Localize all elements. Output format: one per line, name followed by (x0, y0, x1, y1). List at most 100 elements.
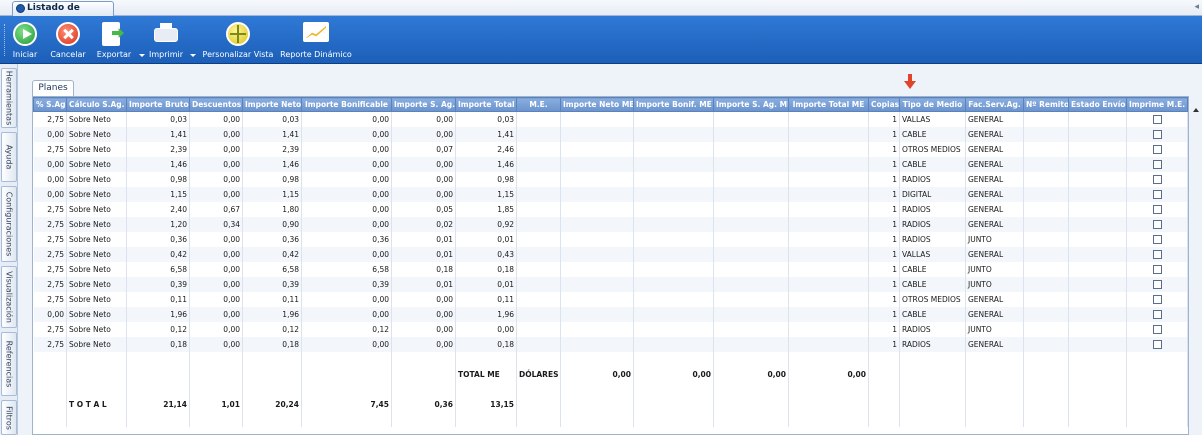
imprime-me-checkbox[interactable] (1152, 159, 1162, 169)
toolbar-grip[interactable] (4, 24, 7, 56)
table-cell: 0,90 (242, 216, 302, 232)
table-cell (516, 276, 561, 292)
table-row[interactable]: 2,75 Sobre Neto 0,12 0,00 0,12 0,12 0,00 0,00 1 R… (33, 321, 1188, 337)
column-header[interactable]: Importe Total (455, 97, 517, 112)
table-row[interactable]: 2,75 Sobre Neto 1,20 0,34 0,90 0,00 0,02 0,92 1 R… (33, 216, 1188, 232)
table-cell (1068, 396, 1127, 412)
side-tab-ayuda[interactable]: Ayuda (1, 132, 17, 182)
side-tab-referencias[interactable]: Referencias (1, 332, 17, 396)
tab-planes[interactable]: Planes (32, 80, 74, 96)
column-header[interactable]: Importe Total ME (788, 97, 869, 112)
table-cell: 2,75 (33, 141, 67, 157)
imprime-me-checkbox[interactable] (1152, 189, 1162, 199)
table-row[interactable]: 2,75 Sobre Neto 0,18 0,00 0,18 0,00 0,00 0,18 1 R… (33, 336, 1188, 352)
side-tab-herramientas[interactable]: Herramientas (1, 68, 17, 128)
scroll-up-icon[interactable] (1193, 108, 1199, 112)
table-row[interactable]: 2,75 Sobre Neto 0,11 0,00 0,11 0,00 0,00 0,11 1 O… (33, 291, 1188, 307)
table-row[interactable]: 2,75 Sobre Neto 0,39 0,00 0,39 0,39 0,01 0,01 1 C… (33, 276, 1188, 292)
table-cell (1023, 186, 1069, 202)
cancelar-button[interactable]: Cancelar (48, 18, 88, 62)
column-header[interactable]: M.E. (516, 97, 561, 112)
vertical-scrollbar[interactable] (1190, 96, 1202, 435)
column-header[interactable]: % S.Ag. (33, 97, 67, 112)
table-row[interactable]: 2,75 Sobre Neto 2,40 0,67 1,80 0,00 0,05 1,85 1 R… (33, 201, 1188, 217)
table-cell: 2,40 (126, 201, 190, 217)
table-row[interactable]: 2,75 Sobre Neto 2,39 0,00 2,39 0,00 0,07 2,46 1 O… (33, 141, 1188, 157)
column-header[interactable]: Importe Bonif. ME (633, 97, 714, 112)
table-row[interactable]: 0,00 Sobre Neto 0,98 0,00 0,98 0,00 0,00 0,98 1 R… (33, 171, 1188, 187)
table-cell: Sobre Neto (66, 126, 127, 142)
column-header[interactable]: Tipo de Medio (899, 97, 966, 112)
exportar-button[interactable]: Exportar (94, 18, 134, 62)
imprime-me-checkbox[interactable] (1152, 294, 1162, 304)
imprime-me-checkbox[interactable] (1152, 115, 1162, 124)
imprime-me-checkbox[interactable] (1152, 144, 1162, 154)
grid-body: 2,75 Sobre Neto 0,03 0,00 0,03 0,00 0,00 0,03 1 V… (33, 111, 1188, 427)
imprime-me-checkbox[interactable] (1152, 204, 1162, 214)
column-header[interactable]: Importe Bruto (126, 97, 190, 112)
imprime-me-checkbox[interactable] (1152, 129, 1162, 139)
column-header[interactable]: Nº Remito (1023, 97, 1069, 112)
imprime-me-checkbox[interactable] (1152, 174, 1162, 184)
imprimir-button[interactable]: Imprimir (146, 18, 186, 62)
imprime-me-checkbox[interactable] (1152, 279, 1162, 289)
imprime-me-cell (1126, 336, 1188, 352)
column-header[interactable]: Imprime M.E. (1126, 97, 1188, 112)
table-cell (1023, 111, 1069, 127)
table-row[interactable]: 0,00 Sobre Neto 1,15 0,00 1,15 0,00 0,00 1,15 1 D… (33, 186, 1188, 202)
column-header[interactable]: Importe S. Ag. ME (713, 97, 789, 112)
column-header[interactable]: Fac.Serv.Ag. (965, 97, 1024, 112)
side-tab-configuraciones[interactable]: Configuraciones (1, 186, 17, 262)
imprime-me-checkbox[interactable] (1152, 339, 1162, 349)
table-cell (516, 291, 561, 307)
table-cell (560, 216, 634, 232)
imprime-me-checkbox[interactable] (1152, 324, 1162, 334)
column-header[interactable]: Copias (868, 97, 900, 112)
personalizar-vista-button[interactable]: Personalizar Vista (198, 18, 278, 62)
table-cell (33, 396, 67, 412)
table-cell: JUNTO (965, 261, 1024, 277)
column-header[interactable]: Cálculo S.Ag. (66, 97, 127, 112)
exportar-dropdown-icon[interactable] (139, 54, 145, 57)
column-header[interactable]: Descuentos (189, 97, 243, 112)
table-cell: 0,18 (126, 336, 190, 352)
table-cell (713, 276, 789, 292)
reporte-dinamico-button[interactable]: Reporte Dinámico (280, 18, 352, 62)
imprime-me-checkbox[interactable] (1152, 249, 1162, 259)
column-header[interactable]: Importe Neto ME (560, 97, 634, 112)
total-label: T O T A L (66, 396, 127, 412)
imprime-me-checkbox[interactable] (1152, 309, 1162, 319)
side-tab-visualizacion[interactable]: Visualización (1, 266, 17, 328)
iniciar-button[interactable]: Iniciar (10, 18, 40, 62)
table-cell (1126, 351, 1188, 367)
imprime-me-cell (1126, 126, 1188, 142)
imprime-me-checkbox[interactable] (1152, 264, 1162, 274)
imprimir-dropdown-icon[interactable] (190, 54, 196, 57)
column-header[interactable]: Importe Bonificable (301, 97, 392, 112)
imprime-me-checkbox[interactable] (1152, 234, 1162, 244)
table-row[interactable]: 2,75 Sobre Neto 0,42 0,00 0,42 0,00 0,01 0,43 1 V… (33, 246, 1188, 262)
table-row[interactable]: 0,00 Sobre Neto 1,96 0,00 1,96 0,00 0,00 1,96 1 C… (33, 306, 1188, 322)
table-cell: 1 (868, 186, 900, 202)
table-row[interactable]: 2,75 Sobre Neto 0,36 0,00 0,36 0,36 0,01 0,01 1 R… (33, 231, 1188, 247)
table-cell: 0,34 (189, 216, 243, 232)
document-tab[interactable]: Listado de Pautas (12, 1, 114, 26)
side-tab-filtros[interactable]: Filtros (1, 400, 17, 435)
table-cell (455, 351, 517, 367)
table-cell (788, 291, 869, 307)
column-header[interactable]: Estado Envío (1068, 97, 1127, 112)
column-header[interactable]: Importe S. Ag. (391, 97, 456, 112)
table-row[interactable]: 2,75 Sobre Neto 6,58 0,00 6,58 6,58 0,18 0,18 1 C… (33, 261, 1188, 277)
column-header[interactable]: Importe Neto (242, 97, 302, 112)
table-row[interactable]: 0,00 Sobre Neto 1,41 0,00 1,41 0,00 0,00 1,41 1 C… (33, 126, 1188, 142)
table-cell (1068, 336, 1127, 352)
table-row[interactable]: 0,00 Sobre Neto 1,46 0,00 1,46 0,00 0,00 1,46 1 C… (33, 156, 1188, 172)
table-cell (713, 156, 789, 172)
imprime-me-cell (1126, 321, 1188, 337)
tab-scroll-left-icon[interactable]: ◂ (1194, 2, 1199, 12)
imprime-me-checkbox[interactable] (1152, 219, 1162, 229)
total-s-ag: 0,36 (391, 396, 456, 412)
table-row[interactable]: 2,75 Sobre Neto 0,03 0,00 0,03 0,00 0,00 0,03 1 V… (33, 111, 1188, 127)
table-cell (516, 336, 561, 352)
table-cell: 0,18 (455, 261, 517, 277)
